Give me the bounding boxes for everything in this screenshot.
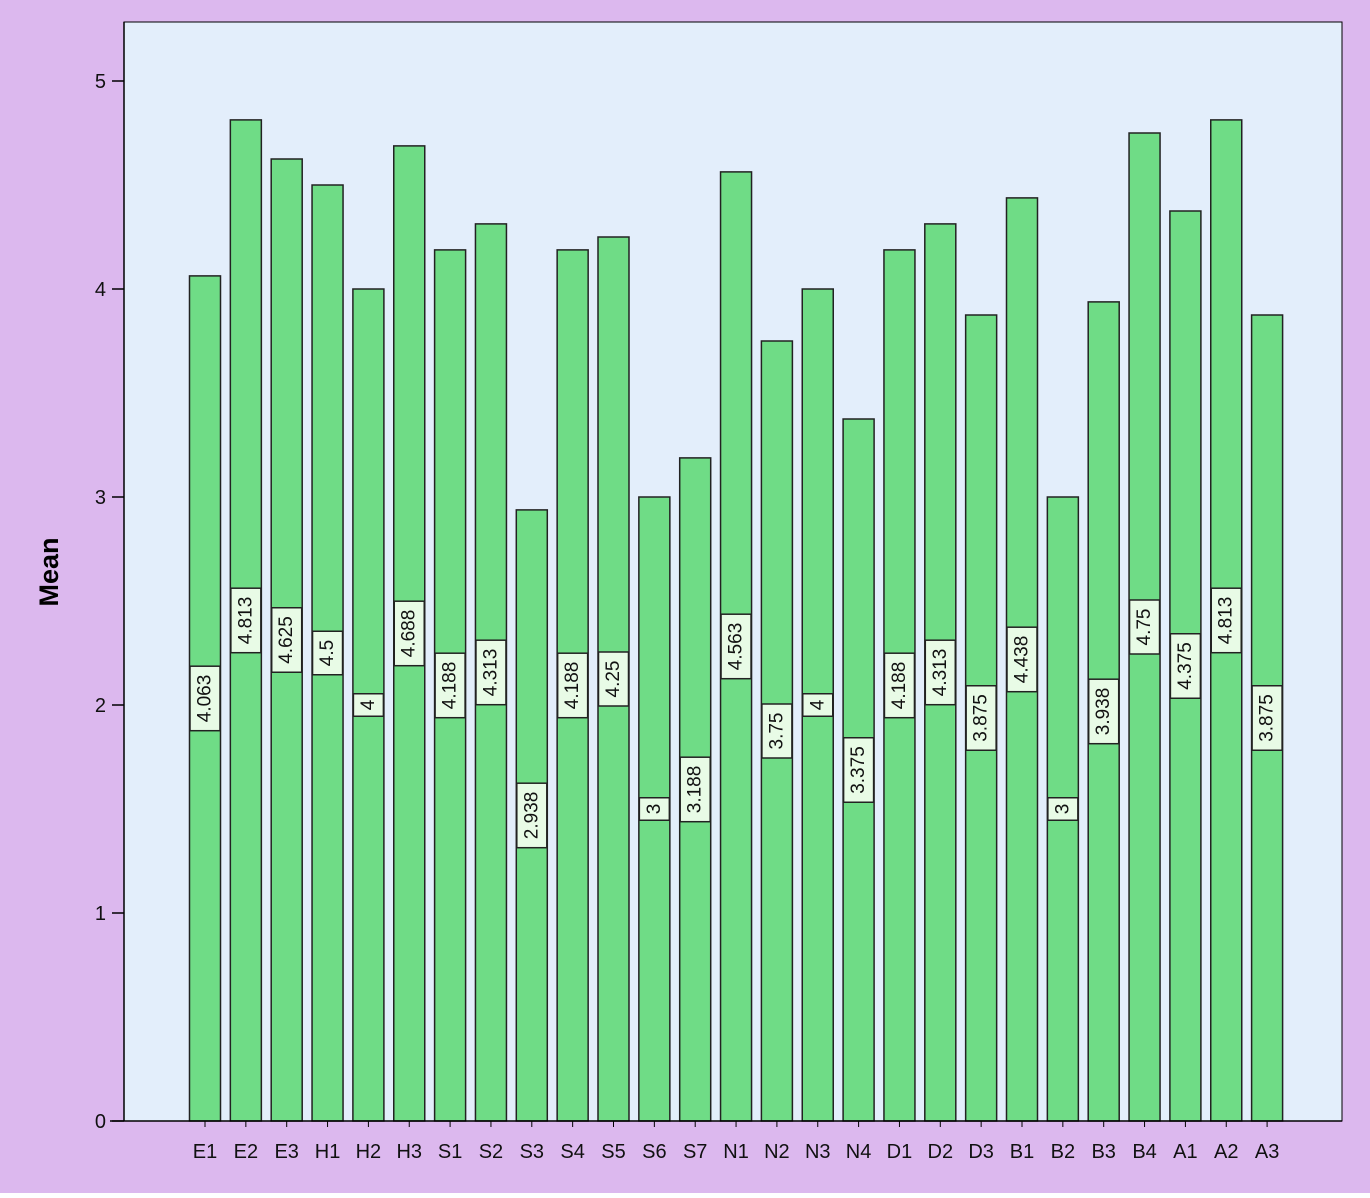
x-tick-label: A1 xyxy=(1173,1141,1197,1163)
data-label: 2.938 xyxy=(521,792,542,840)
data-label: 3.188 xyxy=(685,766,706,814)
data-label: 3.875 xyxy=(971,694,992,742)
data-label: 3.375 xyxy=(848,746,869,794)
data-label-box xyxy=(230,587,262,654)
data-label: 4.188 xyxy=(889,662,910,710)
data-label-box xyxy=(802,693,834,717)
y-tick-label: 0 xyxy=(95,1111,106,1133)
x-tick-label: N2 xyxy=(764,1141,790,1163)
x-tick-label: S2 xyxy=(479,1141,503,1163)
data-label-box xyxy=(1169,633,1202,699)
x-tick-label: B1 xyxy=(1010,1141,1034,1163)
data-label: 4.375 xyxy=(1175,642,1196,690)
data-label-box xyxy=(720,613,752,680)
y-tick-label: 5 xyxy=(95,71,106,93)
x-tick-label: B3 xyxy=(1091,1141,1115,1163)
data-label-box xyxy=(597,651,630,707)
data-label-box xyxy=(270,607,303,673)
x-tick-label: S1 xyxy=(438,1141,462,1163)
x-tick-label: N1 xyxy=(723,1141,749,1163)
x-axis-ticks: E1 E2 E3 H1 H2 H3 S1 S2 S3 S4 S5 S6 S7 N1 N2 N3 N4 D1 D2 D3… xyxy=(193,1121,1279,1163)
data-label-box xyxy=(1251,685,1283,751)
x-tick-label: N3 xyxy=(805,1141,831,1163)
data-label-box xyxy=(189,665,221,732)
data-label: 3 xyxy=(644,804,665,815)
x-tick-label: S7 xyxy=(683,1141,707,1163)
y-tick-label: 2 xyxy=(95,695,106,717)
data-label: 4.438 xyxy=(1012,636,1033,684)
data-label-box xyxy=(393,600,425,667)
data-label-box xyxy=(516,782,548,849)
data-label-box xyxy=(352,693,385,717)
data-label: 4.063 xyxy=(195,675,216,723)
data-label-box xyxy=(434,652,466,719)
data-label-box xyxy=(965,685,997,751)
data-label-box xyxy=(1128,599,1161,655)
data-label: 4.688 xyxy=(399,610,420,658)
data-label: 3.75 xyxy=(766,713,787,750)
data-label: 4.75 xyxy=(1134,609,1155,646)
data-label-box xyxy=(311,630,344,676)
x-tick-label: D3 xyxy=(968,1141,994,1163)
data-label-box xyxy=(883,652,916,719)
data-label: 4 xyxy=(358,699,379,710)
data-labels-group: 4.063 4.813 4.625 4.5 4 4.688 4.188 4.313 2.938 4… xyxy=(189,587,1283,849)
x-tick-label: N4 xyxy=(846,1141,872,1163)
data-label: 4.188 xyxy=(562,662,583,710)
data-label: 4.813 xyxy=(1216,597,1237,645)
data-label: 3.875 xyxy=(1257,694,1278,742)
data-label: 4.25 xyxy=(603,661,624,698)
data-label: 4.563 xyxy=(726,623,747,671)
data-label-box xyxy=(1006,626,1038,693)
x-tick-label: H2 xyxy=(356,1141,382,1163)
y-axis-title: Mean xyxy=(34,537,64,606)
data-label-box xyxy=(556,652,589,719)
data-label: 4 xyxy=(807,699,828,710)
x-tick-label: D2 xyxy=(928,1141,954,1163)
y-tick-label: 3 xyxy=(95,487,106,509)
y-tick-label: 4 xyxy=(95,279,106,301)
x-tick-label: H3 xyxy=(396,1141,422,1163)
x-tick-label: S3 xyxy=(520,1141,544,1163)
data-label: 4.813 xyxy=(235,597,256,645)
data-label-box xyxy=(924,639,957,706)
data-label: 3.938 xyxy=(1093,688,1114,736)
x-tick-label: A3 xyxy=(1255,1141,1279,1163)
data-label-box xyxy=(638,797,671,821)
x-tick-label: E2 xyxy=(234,1141,258,1163)
data-label-box xyxy=(679,756,711,823)
data-label: 4.313 xyxy=(480,649,501,697)
data-label-box xyxy=(761,703,793,759)
y-axis-ticks: 0 1 2 3 4 5 xyxy=(95,71,124,1133)
data-label: 4.625 xyxy=(276,616,297,664)
y-tick-label: 1 xyxy=(95,903,106,925)
axes-group xyxy=(110,22,1342,1122)
x-tick-label: A2 xyxy=(1214,1141,1238,1163)
data-label-box xyxy=(475,639,507,706)
data-label-box xyxy=(1210,587,1242,654)
x-tick-label: D1 xyxy=(887,1141,913,1163)
x-tick-label: E1 xyxy=(193,1141,217,1163)
x-tick-label: S5 xyxy=(601,1141,625,1163)
x-tick-label: B2 xyxy=(1051,1141,1075,1163)
x-tick-label: S6 xyxy=(642,1141,666,1163)
data-label: 4.5 xyxy=(317,640,338,666)
x-tick-label: H1 xyxy=(315,1141,341,1163)
data-label: 4.188 xyxy=(440,662,461,710)
x-tick-label: B4 xyxy=(1132,1141,1156,1163)
data-label-box xyxy=(1087,678,1120,745)
data-label: 3 xyxy=(1052,804,1073,815)
x-tick-label: E3 xyxy=(274,1141,298,1163)
x-tick-label: S4 xyxy=(560,1141,584,1163)
data-label-box xyxy=(1047,797,1079,821)
data-label-box xyxy=(842,737,875,803)
data-label: 4.313 xyxy=(930,649,951,697)
